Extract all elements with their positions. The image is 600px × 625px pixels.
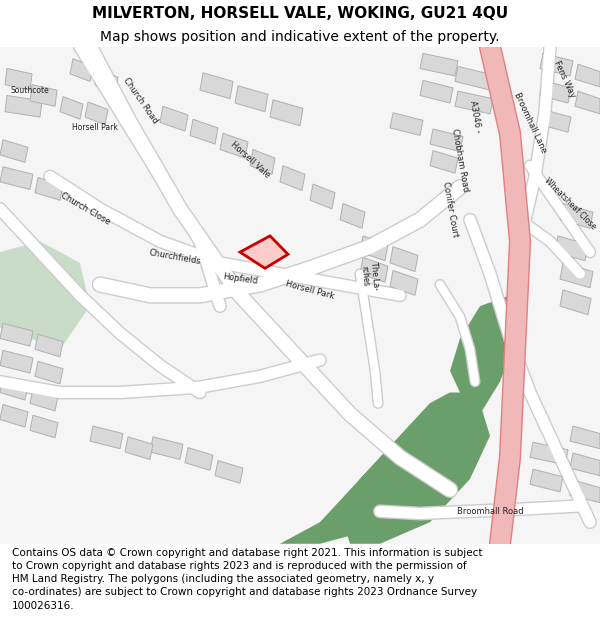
- Polygon shape: [540, 109, 571, 132]
- Polygon shape: [390, 247, 418, 271]
- Polygon shape: [0, 241, 90, 349]
- Polygon shape: [575, 64, 600, 87]
- Text: A3046 -: A3046 -: [468, 100, 482, 134]
- Text: Horsell Vale: Horsell Vale: [229, 140, 272, 181]
- Polygon shape: [250, 149, 275, 174]
- Polygon shape: [30, 84, 57, 106]
- Polygon shape: [30, 388, 58, 411]
- Polygon shape: [280, 166, 305, 191]
- Text: Churchfields: Churchfields: [148, 249, 202, 266]
- Polygon shape: [0, 404, 28, 427]
- Polygon shape: [30, 415, 58, 438]
- Polygon shape: [430, 129, 463, 152]
- Polygon shape: [570, 453, 600, 476]
- Polygon shape: [160, 106, 188, 131]
- Text: Church Road: Church Road: [121, 76, 159, 126]
- Polygon shape: [5, 69, 32, 90]
- Polygon shape: [420, 81, 453, 103]
- Polygon shape: [455, 66, 493, 90]
- Text: Map shows position and indicative extent of the property.: Map shows position and indicative extent…: [100, 29, 500, 44]
- Text: MILVERTON, HORSELL VALE, WOKING, GU21 4QU: MILVERTON, HORSELL VALE, WOKING, GU21 4Q…: [92, 6, 508, 21]
- Polygon shape: [185, 448, 213, 470]
- Polygon shape: [340, 204, 365, 228]
- Text: Contains OS data © Crown copyright and database right 2021. This information is : Contains OS data © Crown copyright and d…: [12, 548, 482, 611]
- Polygon shape: [560, 263, 593, 288]
- Polygon shape: [35, 361, 63, 384]
- Polygon shape: [60, 96, 83, 119]
- Text: Hopfield: Hopfield: [222, 272, 258, 286]
- Polygon shape: [530, 442, 568, 465]
- Text: The La-
rches: The La- rches: [359, 261, 381, 291]
- Polygon shape: [150, 437, 183, 459]
- Polygon shape: [390, 112, 423, 136]
- Text: Broomhall Road: Broomhall Road: [457, 507, 523, 516]
- Polygon shape: [0, 167, 33, 189]
- Polygon shape: [90, 426, 123, 449]
- Polygon shape: [270, 100, 303, 126]
- Polygon shape: [560, 290, 591, 315]
- Text: Southcote: Southcote: [11, 86, 49, 94]
- Polygon shape: [555, 236, 588, 261]
- Polygon shape: [200, 72, 233, 99]
- Polygon shape: [360, 236, 388, 261]
- Polygon shape: [570, 480, 600, 502]
- Polygon shape: [5, 96, 42, 117]
- Text: Chobham Road: Chobham Road: [450, 128, 470, 192]
- Polygon shape: [125, 437, 153, 459]
- Polygon shape: [280, 392, 460, 544]
- Polygon shape: [220, 133, 248, 158]
- Polygon shape: [0, 323, 33, 346]
- Polygon shape: [575, 91, 600, 114]
- Polygon shape: [340, 392, 490, 544]
- Polygon shape: [85, 102, 108, 124]
- Text: Wheatsheaf Close: Wheatsheaf Close: [542, 176, 598, 231]
- Polygon shape: [95, 69, 118, 92]
- Polygon shape: [35, 334, 63, 357]
- Text: Church Close: Church Close: [59, 191, 112, 227]
- Polygon shape: [0, 378, 28, 400]
- Polygon shape: [0, 351, 33, 373]
- Polygon shape: [540, 53, 573, 76]
- Polygon shape: [420, 53, 458, 76]
- Polygon shape: [0, 140, 28, 162]
- Polygon shape: [570, 426, 600, 449]
- Polygon shape: [450, 295, 520, 414]
- Polygon shape: [215, 461, 243, 483]
- Polygon shape: [35, 177, 63, 200]
- Polygon shape: [70, 59, 93, 81]
- Polygon shape: [560, 204, 593, 228]
- Text: Conifer Court: Conifer Court: [440, 181, 460, 238]
- Polygon shape: [430, 151, 458, 173]
- Polygon shape: [540, 81, 571, 103]
- Polygon shape: [235, 86, 268, 112]
- Text: Horsell Park: Horsell Park: [284, 279, 335, 301]
- Polygon shape: [240, 236, 288, 268]
- Polygon shape: [310, 184, 335, 209]
- Polygon shape: [530, 469, 563, 492]
- Text: Broomhall Lane: Broomhall Lane: [512, 91, 548, 154]
- Polygon shape: [360, 258, 388, 282]
- Polygon shape: [190, 119, 218, 144]
- Polygon shape: [390, 271, 418, 295]
- Text: Horsell Park: Horsell Park: [72, 123, 118, 132]
- Text: Fens Way: Fens Way: [553, 59, 578, 99]
- Polygon shape: [455, 91, 493, 114]
